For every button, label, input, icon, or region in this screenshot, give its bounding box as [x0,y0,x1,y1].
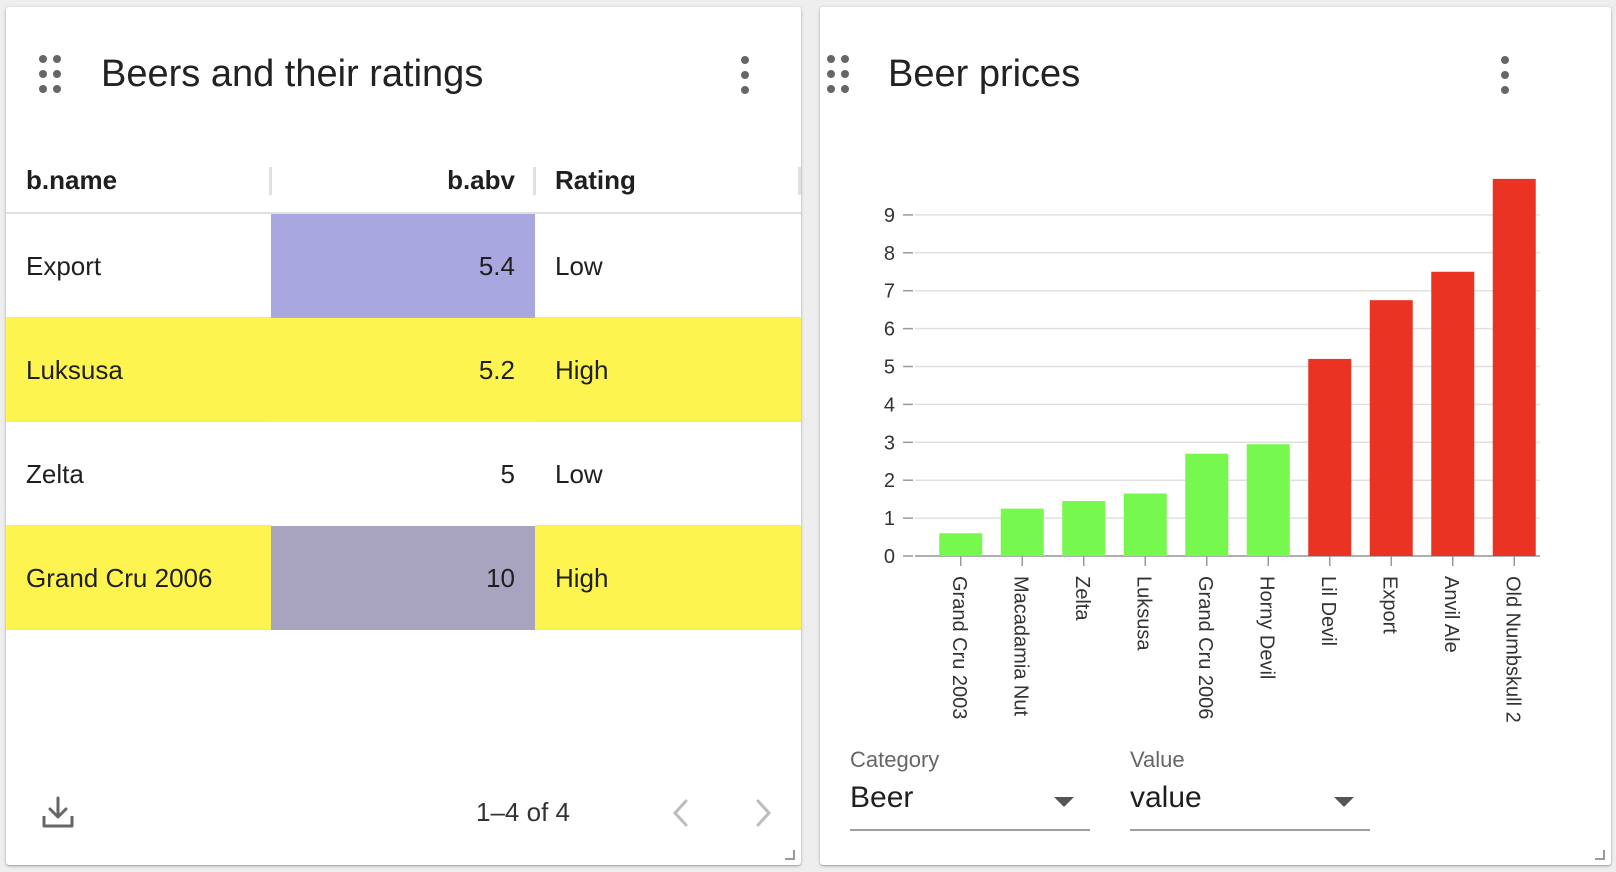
pagination-range: 1–4 of 4 [476,797,570,827]
drag-handle-icon[interactable] [826,54,850,94]
x-tick-label: Luksusa [1132,576,1154,651]
value-select[interactable]: Value value [1130,747,1370,843]
x-tick-label: Macadamia Nut [1009,576,1031,717]
dropdown-arrow-icon [1334,797,1354,807]
chevron-left-icon[interactable] [666,795,696,831]
y-tick-label: 4 [884,394,895,416]
card-title: Beers and their ratings [101,53,484,95]
cell-abv: 5 [271,422,535,526]
cell-rating: High [555,355,609,385]
y-tick-label: 9 [884,205,895,227]
column-header-abv[interactable]: b.abv [447,165,515,195]
bar [1062,501,1106,556]
column-header-rating[interactable]: Rating [555,165,636,195]
cell-abv: 5.4 [271,214,535,318]
category-select-label: Category [850,747,940,772]
chart-controls: Category Beer Value value [850,747,1611,847]
bar [939,533,983,556]
column-header-name[interactable]: b.name [26,165,118,195]
table-body: Export 5.4 Low Luksusa 5.2 High Zelta 5 … [6,214,801,630]
table-row: Export 5.4 Low [6,214,801,318]
y-tick-label: 2 [884,470,895,492]
beer-prices-card: Beer prices 0 1 2 3 4 5 6 7 8 9 Grand Cru 2003 Maca… [820,7,1611,865]
x-tick-label: Horny Devil [1255,576,1277,679]
y-tick-label: 5 [884,357,895,379]
bar [1431,271,1475,556]
table-footer: 1–4 of 4 [6,765,801,865]
bar [1246,444,1290,556]
beer-prices-chart: 0 1 2 3 4 5 6 7 8 9 Grand Cru 2003 Macadamia Nut Zel… [884,178,1540,723]
table-header-row: b.name b.abv Rating [6,147,801,214]
y-tick-label: 6 [884,319,895,341]
resize-handle-icon[interactable] [1593,847,1605,860]
bar [1000,508,1044,556]
select-underline [850,829,1090,831]
value-select-value: value [1130,781,1202,814]
category-select-value: Beer [850,781,914,814]
column-resize-handle[interactable] [798,167,801,195]
beers-ratings-card: Beers and their ratings b.name b.abv Rat… [6,7,801,865]
cell-rating: Low [555,251,603,281]
y-tick-label: 7 [884,281,895,303]
x-tick-label: Old Numbskull 2 [1501,576,1523,723]
bar [1369,300,1413,556]
cell-name: Zelta [26,459,84,489]
drag-handle-icon[interactable] [38,54,62,94]
download-icon[interactable] [38,792,78,832]
y-tick-label: 1 [884,508,895,530]
y-tick-label: 0 [884,546,895,568]
select-underline [1130,829,1370,831]
table-row: Zelta 5 Low [6,422,801,526]
chevron-right-icon[interactable] [748,795,778,831]
cell-name: Export [26,251,102,281]
x-tick-label: Export [1378,576,1400,634]
cell-name: Grand Cru 2006 [26,563,213,593]
category-select[interactable]: Category Beer [850,747,1090,843]
card-title: Beer prices [888,53,1081,95]
cell-abv: 5.2 [271,318,535,422]
column-resize-handle[interactable] [533,167,536,195]
card-header: Beer prices [820,7,1611,147]
x-tick-label: Lil Devil [1317,576,1339,646]
table-row: Grand Cru 2006 10 High [6,526,801,630]
x-tick-label: Anvil Ale [1440,576,1462,653]
resize-handle-icon[interactable] [783,847,795,860]
bar [1123,493,1167,556]
bar [1185,453,1229,556]
cell-abv: 10 [271,526,535,630]
x-tick-label: Grand Cru 2006 [1194,576,1216,719]
more-vert-icon[interactable] [1493,55,1517,95]
value-select-label: Value [1130,747,1185,772]
x-tick-label: Grand Cru 2003 [948,576,970,719]
y-tick-label: 8 [884,243,895,265]
card-header: Beers and their ratings [6,7,801,147]
dropdown-arrow-icon [1054,797,1074,807]
cell-rating: High [555,563,609,593]
ratings-table: b.name b.abv Rating Export 5.4 Low Luksu… [6,147,801,630]
cell-rating: Low [555,459,603,489]
bar [1308,358,1352,556]
cell-name: Luksusa [26,355,123,385]
table-row: Luksusa 5.2 High [6,318,801,422]
y-tick-label: 3 [884,432,895,454]
bar [1492,178,1536,556]
more-vert-icon[interactable] [733,55,757,95]
x-tick-label: Zelta [1071,576,1093,621]
column-resize-handle[interactable] [269,167,272,195]
